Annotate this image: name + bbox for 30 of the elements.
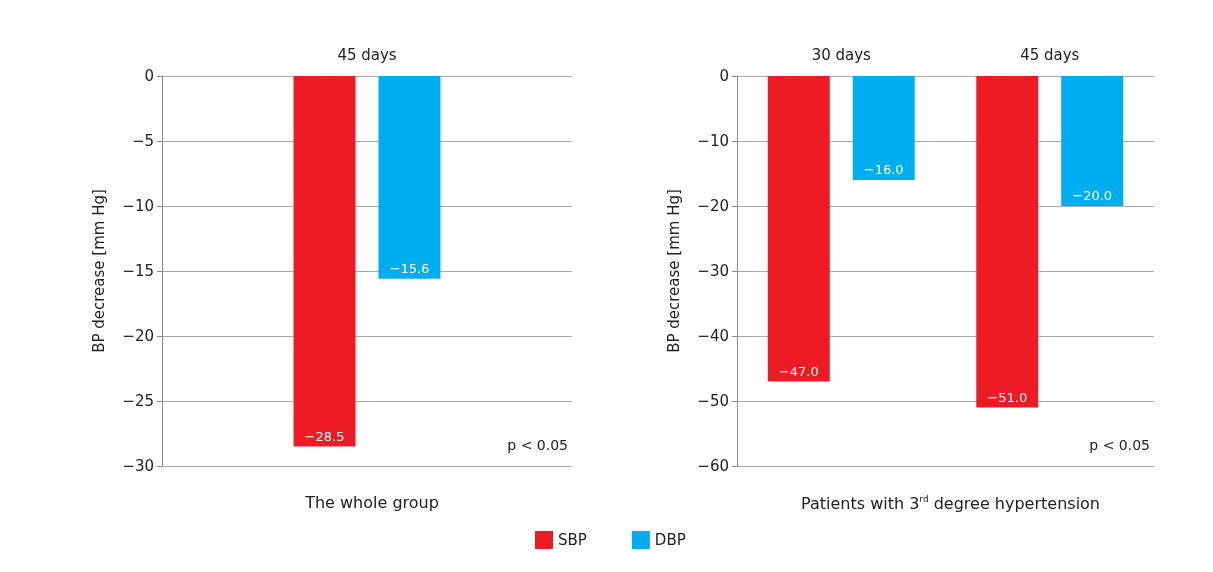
data-label: −47.0	[778, 363, 819, 379]
y-tick-label: −40	[697, 327, 729, 345]
y-tick-label: −30	[697, 262, 729, 280]
data-label: −15.6	[389, 260, 430, 276]
y-axis-title: BP decrease [mm Hg]	[664, 189, 683, 353]
y-tick-label: 0	[144, 67, 154, 85]
legend-label: DBP	[654, 531, 686, 549]
data-label: −20.0	[1072, 188, 1113, 203]
data-label: −28.5	[304, 428, 345, 444]
y-tick-label: 0	[719, 67, 729, 85]
y-axis-title: BP decrease [mm Hg]	[89, 189, 108, 353]
y-tick-label: −25	[122, 392, 154, 410]
y-tick-label: −30	[122, 457, 154, 475]
x-axis-title: The whole group	[304, 492, 439, 512]
legend-label: SBP	[558, 531, 587, 549]
y-tick-label: −60	[697, 457, 729, 475]
y-tick-label: −15	[122, 262, 154, 280]
annotation: p < 0.05	[507, 437, 569, 453]
y-tick-label: −10	[122, 197, 154, 215]
x-tick-label: 45 days	[1020, 45, 1080, 64]
data-label: −16.0	[863, 162, 904, 177]
y-tick-label: −20	[697, 197, 729, 215]
data-label: −51.0	[987, 389, 1028, 405]
x-tick-label: 30 days	[811, 45, 872, 64]
y-tick-label: −5	[131, 132, 154, 150]
y-tick-label: −20	[122, 327, 154, 345]
annotation: p < 0.05	[1089, 437, 1151, 453]
y-tick-label: −10	[697, 132, 729, 150]
y-tick-label: −50	[697, 392, 729, 410]
x-tick-label: 45 days	[337, 45, 397, 64]
